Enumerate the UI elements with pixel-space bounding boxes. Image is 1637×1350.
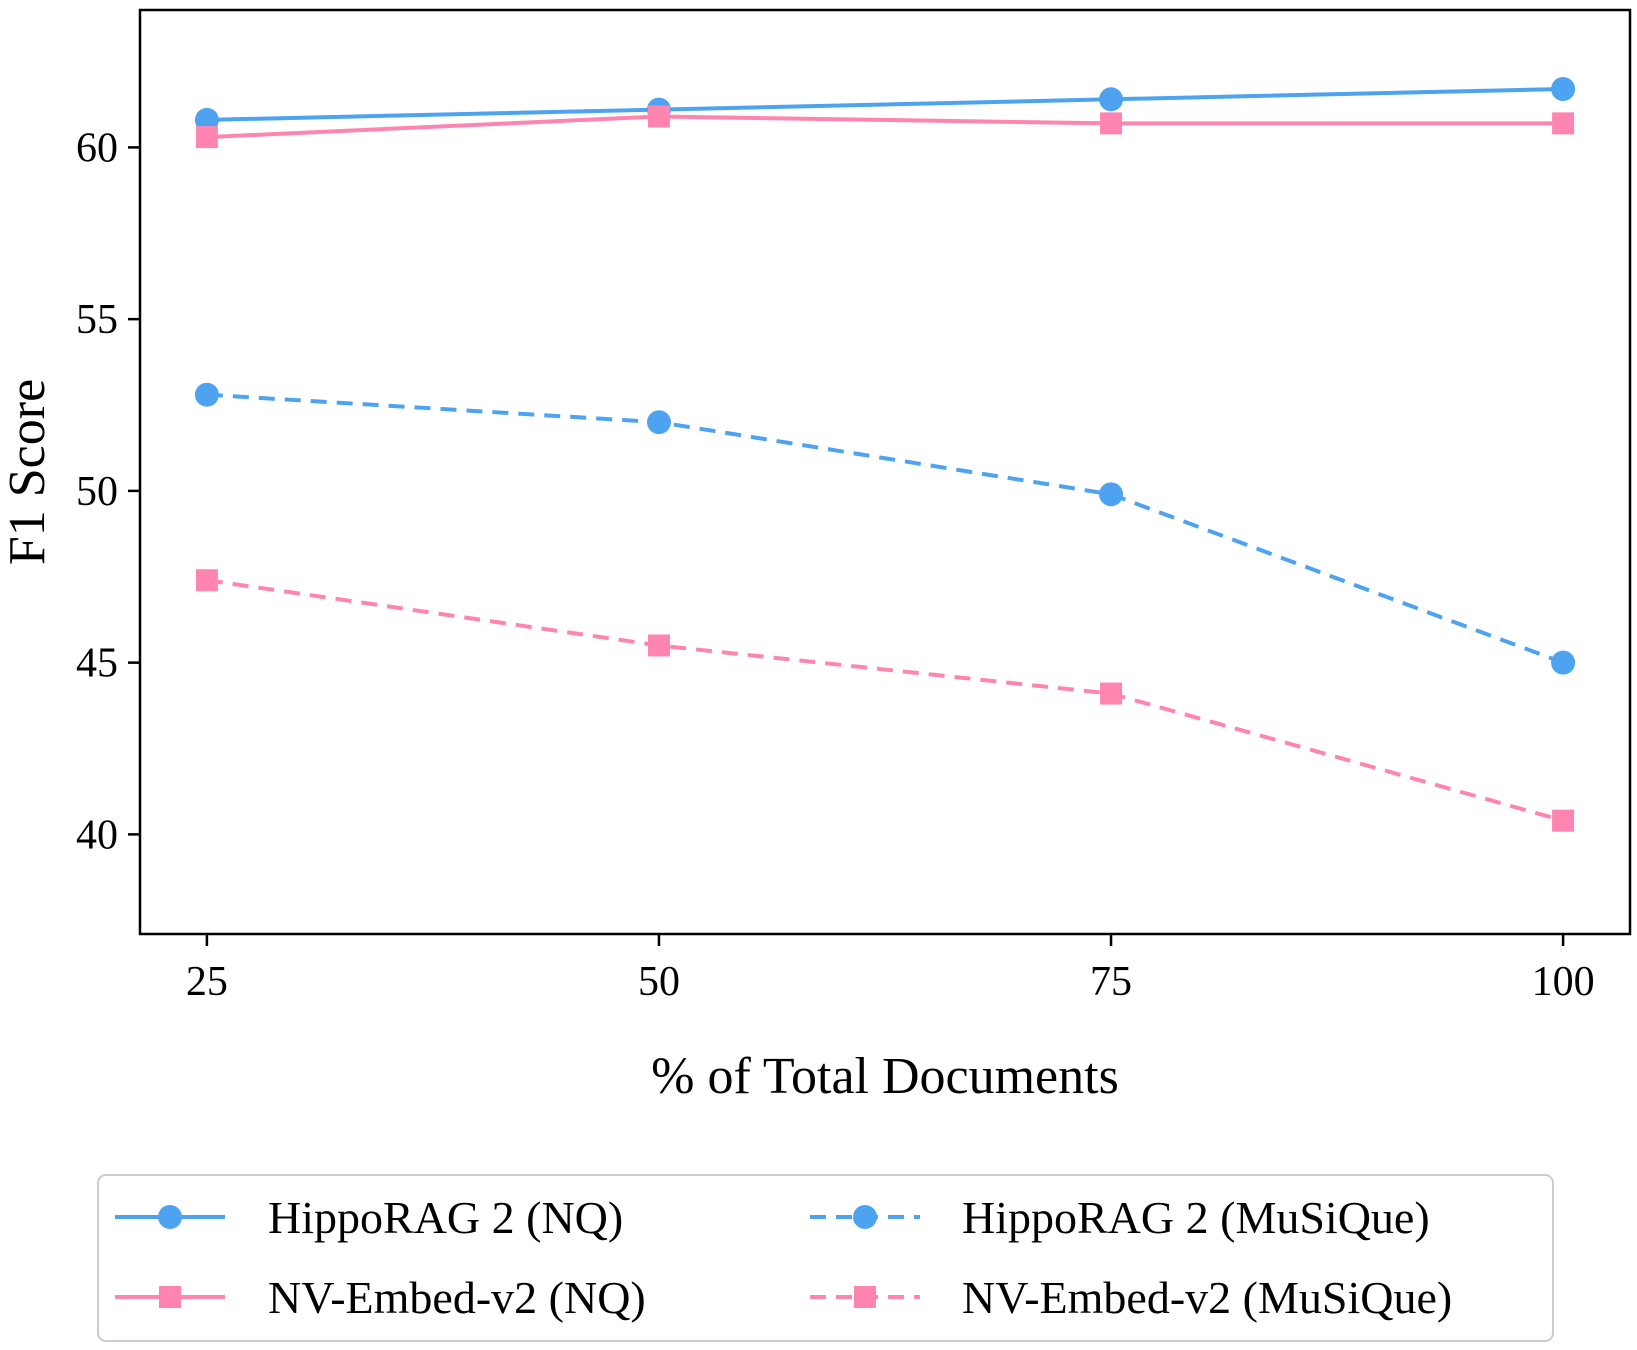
legend-marker: [853, 1205, 877, 1229]
data-point-circle: [646, 410, 671, 435]
ticks-layer: 25 50 75 100 40 45 50 55 60: [76, 125, 1595, 1005]
series-line: [206, 87, 1564, 122]
legend-entry: NV-Embed-v2 (NQ): [115, 1272, 646, 1323]
legend-marker: [158, 1205, 182, 1229]
y-tick-label: 60: [76, 125, 118, 171]
data-point-square: [1100, 682, 1123, 705]
legend-marker: [854, 1286, 876, 1308]
series-3: [195, 569, 1575, 832]
y-tick-label: 40: [76, 812, 118, 858]
data-point-square: [195, 126, 218, 149]
legend-label: HippoRAG 2 (NQ): [268, 1192, 623, 1243]
y-tick-label: 55: [76, 297, 118, 343]
series-2: [194, 382, 1576, 675]
legend-marker: [159, 1286, 181, 1308]
legend-label: NV-Embed-v2 (MuSiQue): [962, 1272, 1452, 1323]
series-line: [206, 114, 1564, 140]
data-point-circle: [194, 107, 219, 132]
data-point-square: [647, 634, 670, 657]
y-axis-label: F1 Score: [0, 379, 56, 565]
x-tick-label: 50: [638, 959, 680, 1005]
legend: HippoRAG 2 (NQ) HippoRAG 2 (MuSiQue) NV-Em…: [97, 1174, 1554, 1342]
legend-frame: [97, 1174, 1554, 1342]
data-point-circle: [1099, 482, 1124, 507]
data-point-square: [1100, 112, 1123, 135]
series-line: [206, 578, 1564, 823]
legend-entry: HippoRAG 2 (MuSiQue): [810, 1192, 1430, 1243]
y-tick-label: 50: [76, 469, 118, 515]
legend-entry: NV-Embed-v2 (MuSiQue): [810, 1272, 1452, 1323]
series-1: [195, 105, 1575, 149]
series-0: [194, 77, 1576, 132]
data-point-circle: [1551, 650, 1576, 675]
data-point-circle: [1551, 77, 1576, 102]
y-tick-label: 45: [76, 641, 118, 687]
data-point-square: [1552, 809, 1575, 832]
data-point-circle: [194, 382, 219, 407]
series-line: [206, 392, 1564, 665]
legend-label: HippoRAG 2 (MuSiQue): [962, 1192, 1430, 1243]
x-axis-label: % of Total Documents: [651, 1048, 1119, 1105]
x-tick-label: 100: [1532, 959, 1595, 1005]
data-point-square: [647, 105, 670, 128]
legend-entry: HippoRAG 2 (NQ): [115, 1192, 623, 1243]
series-layer: [194, 77, 1576, 832]
x-tick-label: 25: [186, 959, 228, 1005]
plot-area-frame: [138, 8, 1632, 936]
legend-label: NV-Embed-v2 (NQ): [268, 1272, 646, 1323]
data-point-square: [1552, 112, 1575, 135]
data-point-square: [195, 569, 218, 592]
x-tick-label: 75: [1090, 959, 1132, 1005]
data-point-circle: [1099, 87, 1124, 112]
